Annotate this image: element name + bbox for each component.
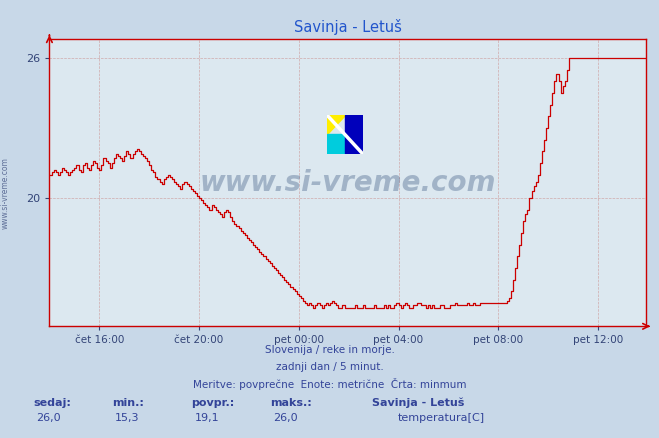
Text: 15,3: 15,3 [115,413,140,424]
Text: Savinja - Letuš: Savinja - Letuš [372,398,465,409]
Polygon shape [327,115,345,134]
Polygon shape [327,134,345,154]
Text: www.si-vreme.com: www.si-vreme.com [1,157,10,229]
Text: www.si-vreme.com: www.si-vreme.com [200,169,496,197]
Text: 26,0: 26,0 [36,413,61,424]
Polygon shape [345,115,363,154]
Title: Savinja - Letuš: Savinja - Letuš [294,19,401,35]
Text: sedaj:: sedaj: [33,399,71,409]
Text: povpr.:: povpr.: [191,399,235,409]
Text: min.:: min.: [112,399,144,409]
Text: temperatura[C]: temperatura[C] [397,413,484,424]
Text: maks.:: maks.: [270,399,312,409]
Text: Meritve: povprečne  Enote: metrične  Črta: minmum: Meritve: povprečne Enote: metrične Črta:… [192,378,467,390]
Text: zadnji dan / 5 minut.: zadnji dan / 5 minut. [275,362,384,372]
Text: 26,0: 26,0 [273,413,298,424]
Text: Slovenija / reke in morje.: Slovenija / reke in morje. [264,345,395,355]
Text: 19,1: 19,1 [194,413,219,424]
